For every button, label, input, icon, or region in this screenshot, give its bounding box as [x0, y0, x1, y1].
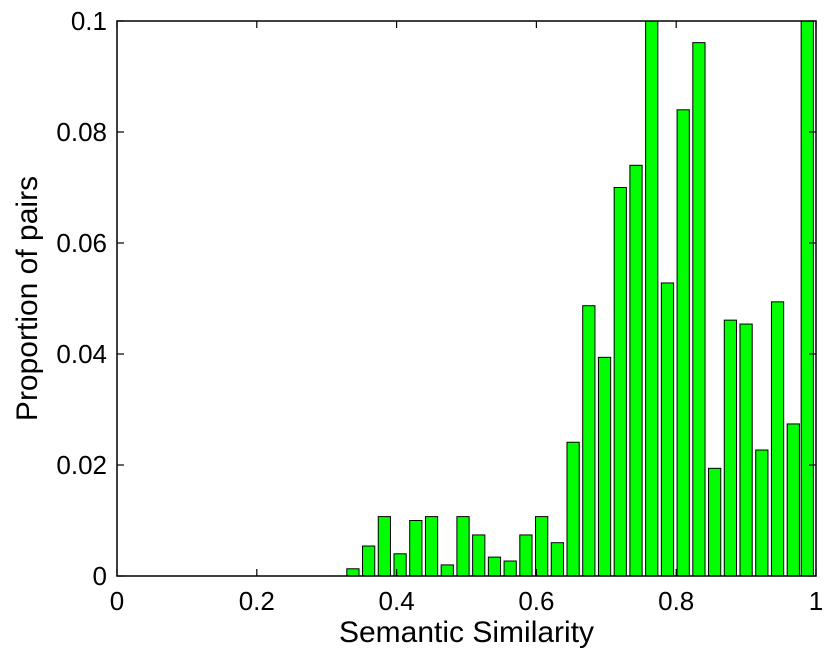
bar	[770, 301, 785, 577]
bar	[786, 423, 800, 577]
y-tick-labels: 0 0.02 0.04 0.06 0.08 0.1	[56, 6, 107, 591]
bar	[472, 534, 486, 577]
bar	[456, 516, 470, 577]
bar	[487, 556, 502, 577]
x-tick-label: 0	[110, 586, 124, 616]
bar	[503, 560, 517, 577]
x-tick-label: 1	[809, 586, 823, 616]
x-tick-label: 0.2	[239, 586, 275, 616]
bar	[440, 564, 454, 577]
bar	[800, 20, 814, 577]
bar	[566, 441, 580, 577]
y-axis-label: Proportion of pairs	[11, 176, 44, 421]
tick-marks	[116, 20, 817, 577]
x-tick-label: 0.8	[658, 586, 694, 616]
y-tick-label: 0	[93, 561, 107, 591]
bar	[692, 42, 706, 577]
bar	[377, 516, 391, 577]
plot-frame	[116, 20, 817, 577]
bar	[582, 305, 596, 577]
y-tick-label: 0.04	[56, 339, 107, 369]
bar	[393, 553, 407, 577]
bar	[613, 187, 627, 577]
bar	[597, 356, 612, 577]
y-tick-label: 0.08	[56, 117, 107, 147]
bar	[519, 534, 533, 577]
x-tick-label: 0.4	[379, 586, 415, 616]
bar	[723, 319, 737, 577]
bar	[362, 545, 376, 577]
bar	[424, 516, 439, 577]
bar	[660, 282, 675, 577]
bar	[346, 568, 360, 577]
bar	[755, 449, 769, 577]
bar	[535, 516, 549, 577]
y-tick-label: 0.1	[71, 6, 107, 36]
bar	[645, 20, 659, 577]
bar	[739, 323, 753, 577]
x-axis-label: Semantic Similarity	[339, 616, 594, 649]
bar	[629, 164, 643, 577]
y-tick-label: 0.02	[56, 450, 107, 480]
bar	[409, 520, 423, 577]
y-tick-label: 0.06	[56, 228, 107, 258]
bar	[708, 467, 722, 577]
x-tick-labels: 0 0.2 0.4 0.6 0.8 1	[110, 586, 823, 616]
bar	[550, 542, 564, 577]
x-tick-label: 0.6	[518, 586, 554, 616]
bar	[676, 109, 690, 577]
